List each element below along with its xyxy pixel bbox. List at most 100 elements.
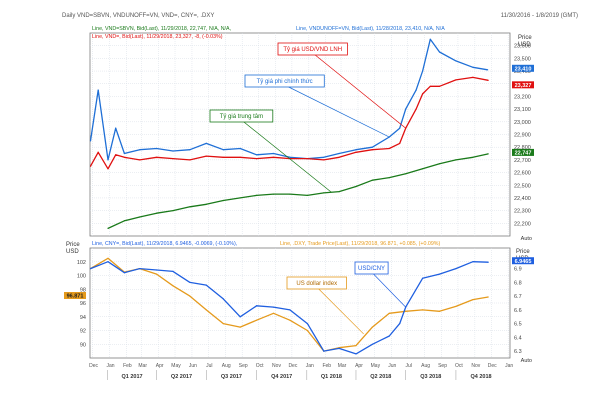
bottom-right-tick-label: 6.8	[514, 280, 522, 286]
series-line-dollar-index-point	[455, 305, 457, 308]
x-tick-month-label: Apr	[156, 363, 164, 369]
series-line-unofficial-rate-point	[205, 142, 207, 144]
bottom-left-price-unit: USD	[66, 249, 79, 255]
series-line-unofficial-rate-point	[272, 152, 275, 155]
top-y-tick-label: 23,200	[514, 94, 531, 100]
badge-unofficial-bg	[512, 64, 534, 72]
badge-central: 22,747	[515, 151, 532, 157]
annotation-usdcny: USD/CNY	[358, 266, 385, 272]
series-line-usdcny-point	[323, 350, 325, 352]
top-y-tick-label: 22,300	[514, 209, 531, 215]
badge-central-bg	[512, 148, 534, 156]
series-line-dollar-index-point	[255, 319, 258, 321]
series-line-usdcny-point	[255, 305, 258, 307]
x-tick-quarter-label: Q2 2018	[370, 374, 391, 380]
series-line-interbank-rate-point	[255, 158, 258, 160]
annotation-dxy-leader	[316, 286, 364, 335]
series-line-usdcny-point	[222, 298, 224, 300]
series-line-usdcny-point	[205, 284, 207, 286]
series-line-usdcny-point	[189, 281, 191, 283]
series-line-central-rate-point	[272, 193, 275, 195]
top-y-tick-label: 22,800	[514, 145, 531, 151]
series-line-unofficial-rate-point	[107, 159, 109, 161]
annotation-unofficial: Tỷ giá phi chính thức	[257, 78, 313, 85]
x-tick-month-label: Feb	[123, 363, 132, 369]
series-line-central-rate-point	[255, 194, 258, 196]
bottom-right-tick-label: 6.7	[514, 294, 522, 300]
x-tick-month-label: Jan	[306, 363, 314, 369]
bottom-right-price-label: Price	[516, 249, 530, 255]
x-tick-month-label: Oct	[455, 363, 463, 369]
annotation-interbank-leader	[312, 52, 406, 129]
x-tick-month-label: May	[371, 363, 381, 369]
series-line-unofficial-rate-point	[472, 66, 474, 68]
series-line-unofficial-rate-point	[123, 152, 126, 155]
series-line-central-rate-point	[222, 199, 224, 202]
series-line-dollar-index-point	[107, 257, 109, 259]
series-line-central-rate-point	[371, 179, 373, 181]
top-y-tick-label: 23,400	[514, 69, 531, 75]
badge-interbank-bg	[512, 81, 534, 89]
series-line-usdcny-point	[388, 335, 390, 337]
annotation-usdcny-box	[354, 261, 389, 275]
badge-interbank: 23,327	[515, 83, 532, 89]
series-line-usdcny-point	[399, 323, 401, 325]
series-line-unofficial-rate-point	[289, 156, 291, 158]
x-tick-month-label: Nov	[272, 363, 281, 369]
series-line-central-rate-point	[422, 168, 424, 170]
x-tick-month-label: Mar	[138, 363, 147, 369]
annotation-central: Tỷ giá trung tâm	[220, 113, 263, 120]
series-line-unofficial-rate-point	[115, 127, 117, 129]
x-tick-month-label: Jul	[206, 363, 212, 369]
badge-unofficial: 23,410	[515, 66, 532, 72]
series-line-usdcny-point	[107, 261, 109, 263]
annotation-interbank-box	[277, 42, 348, 56]
series-line-central-rate-point	[172, 210, 174, 212]
top-legend-central: Line, VND=SBVN, Bid(Last), 11/29/2018, 2…	[92, 26, 231, 32]
series-line-interbank-rate	[89, 76, 489, 170]
series-line-unofficial-rate-point	[405, 108, 407, 110]
bottom-left-tick-label: 90	[80, 342, 86, 348]
x-tick-month-label: Aug	[421, 363, 430, 369]
series-line-central-rate-point	[123, 220, 126, 222]
x-tick-month-label: Dec	[288, 363, 297, 369]
series-line-dollar-index-point	[189, 295, 191, 297]
series-line-dollar-index-point	[472, 298, 474, 301]
series-line-usdcny-point	[156, 269, 158, 271]
series-line-unofficial-rate-point	[255, 154, 258, 156]
badge-dxy-bg	[64, 292, 86, 300]
series-line-central-rate-point	[289, 193, 291, 195]
annotation-central-leader	[241, 119, 332, 193]
series-line-dollar-index-point	[205, 309, 207, 311]
series-line-usdcny-point	[272, 306, 275, 308]
badge-cny: 6.9465	[515, 259, 532, 265]
series-line-usdcny-point	[123, 272, 126, 274]
x-tick-quarter-label: Q1 2018	[321, 374, 342, 380]
series-line-unofficial-rate-point	[323, 156, 325, 158]
x-tick-month-label: Sep	[239, 363, 248, 369]
bottom-left-tick-label: 100	[77, 274, 86, 280]
top-legend-unofficial: Line, VNDUNOFF=VN, Bid(Last), 11/28/2018…	[296, 26, 445, 32]
series-line-unofficial-rate-point	[422, 70, 424, 72]
series-line-interbank-rate-point	[115, 154, 117, 156]
series-line-usdcny-point	[487, 261, 489, 263]
top-y-tick-label: 23,000	[514, 120, 531, 126]
series-line-dollar-index-point	[272, 312, 275, 314]
series-line-usdcny-point	[355, 353, 357, 355]
series-line-usdcny-point	[455, 268, 457, 270]
series-line-usdcny-point	[289, 309, 291, 311]
badge-cny-bg	[512, 257, 534, 265]
series-line-unofficial-rate-point	[89, 140, 92, 142]
series-line-usdcny-point	[139, 268, 141, 270]
x-tick-month-label: Jan	[106, 363, 114, 369]
bottom-legend-cny: Line, CNY=, Bid(Last), 11/29/2018, 6.946…	[92, 241, 237, 247]
bottom-left-price-label: Price	[66, 242, 80, 248]
series-line-unofficial-rate-point	[487, 69, 489, 71]
series-line-unofficial-rate-point	[239, 147, 241, 150]
x-tick-quarter-label: Q4 2017	[271, 374, 292, 380]
series-line-interbank-rate-point	[189, 159, 191, 161]
series-line-central-rate-point	[189, 206, 191, 208]
chart-title: Daily VND=SBVN, VNDUNOFF=VN, VND=, CNY=,…	[62, 13, 215, 19]
series-line-central-rate-point	[487, 153, 489, 155]
